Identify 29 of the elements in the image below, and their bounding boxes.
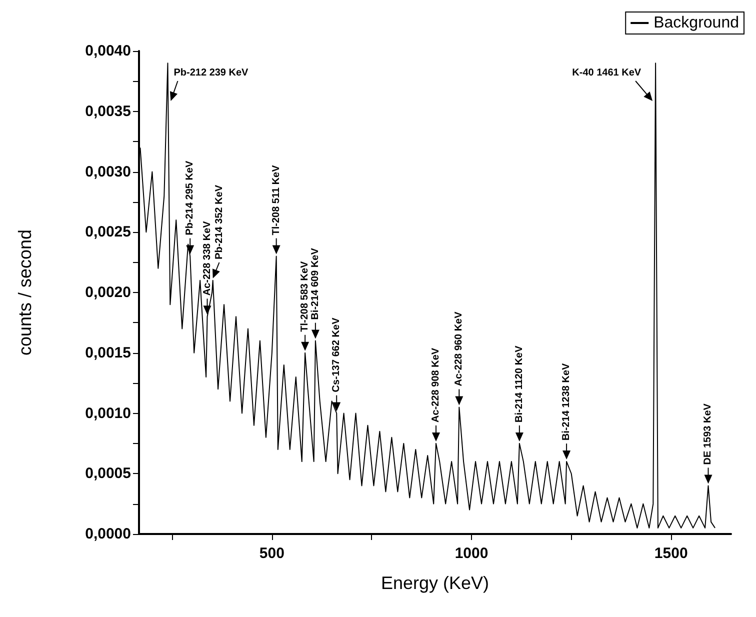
y-tick-label: 0,0015 (85, 344, 131, 362)
y-tick-label: 0,0025 (85, 224, 131, 241)
annotation: DE 1593 KeV (702, 403, 714, 465)
y-tick-label: 0,0030 (85, 163, 131, 180)
annotation: Bi-214 1120 KeV (514, 345, 525, 422)
x-tick-label: 500 (259, 545, 284, 562)
y-tick-label: 0,0040 (85, 42, 131, 60)
annotation: K-40 1461 KeV (572, 68, 642, 78)
x-axis-title: Energy (KeV) (380, 573, 490, 593)
y-axis-title: counts / second (15, 229, 35, 356)
annotation: Cs-137 662 KeV (331, 317, 342, 392)
annotation: Bi-214 609 KeV (310, 248, 321, 320)
legend-label: Background (654, 14, 739, 32)
y-tick-label: 0,0035 (85, 102, 131, 120)
annotation: Ac-228 908 KeV (430, 348, 442, 422)
annotation: Tl-208 583 KeV (300, 260, 311, 332)
y-tick-label: 0,0005 (85, 465, 131, 482)
annotation: Pb-214 352 KeV (214, 184, 225, 260)
y-tick-label: 0,0000 (85, 526, 131, 542)
annotation: Pb-214 295 KeV (184, 160, 196, 236)
annotation: Tl-208 511 KeV (270, 164, 282, 236)
y-tick-label: 0,0010 (85, 404, 131, 422)
x-tick-label: 1000 (454, 545, 488, 562)
annotation: Bi-214 1238 KeV (561, 362, 572, 441)
y-tick-label: 0,0020 (85, 284, 131, 301)
x-tick-label: 1500 (654, 545, 688, 562)
annotation: Pb-212 239 KeV (174, 68, 249, 78)
annotation: Ac-228 338 KeV (202, 220, 213, 296)
annotation: Ac-228 960 KeV (454, 311, 465, 386)
